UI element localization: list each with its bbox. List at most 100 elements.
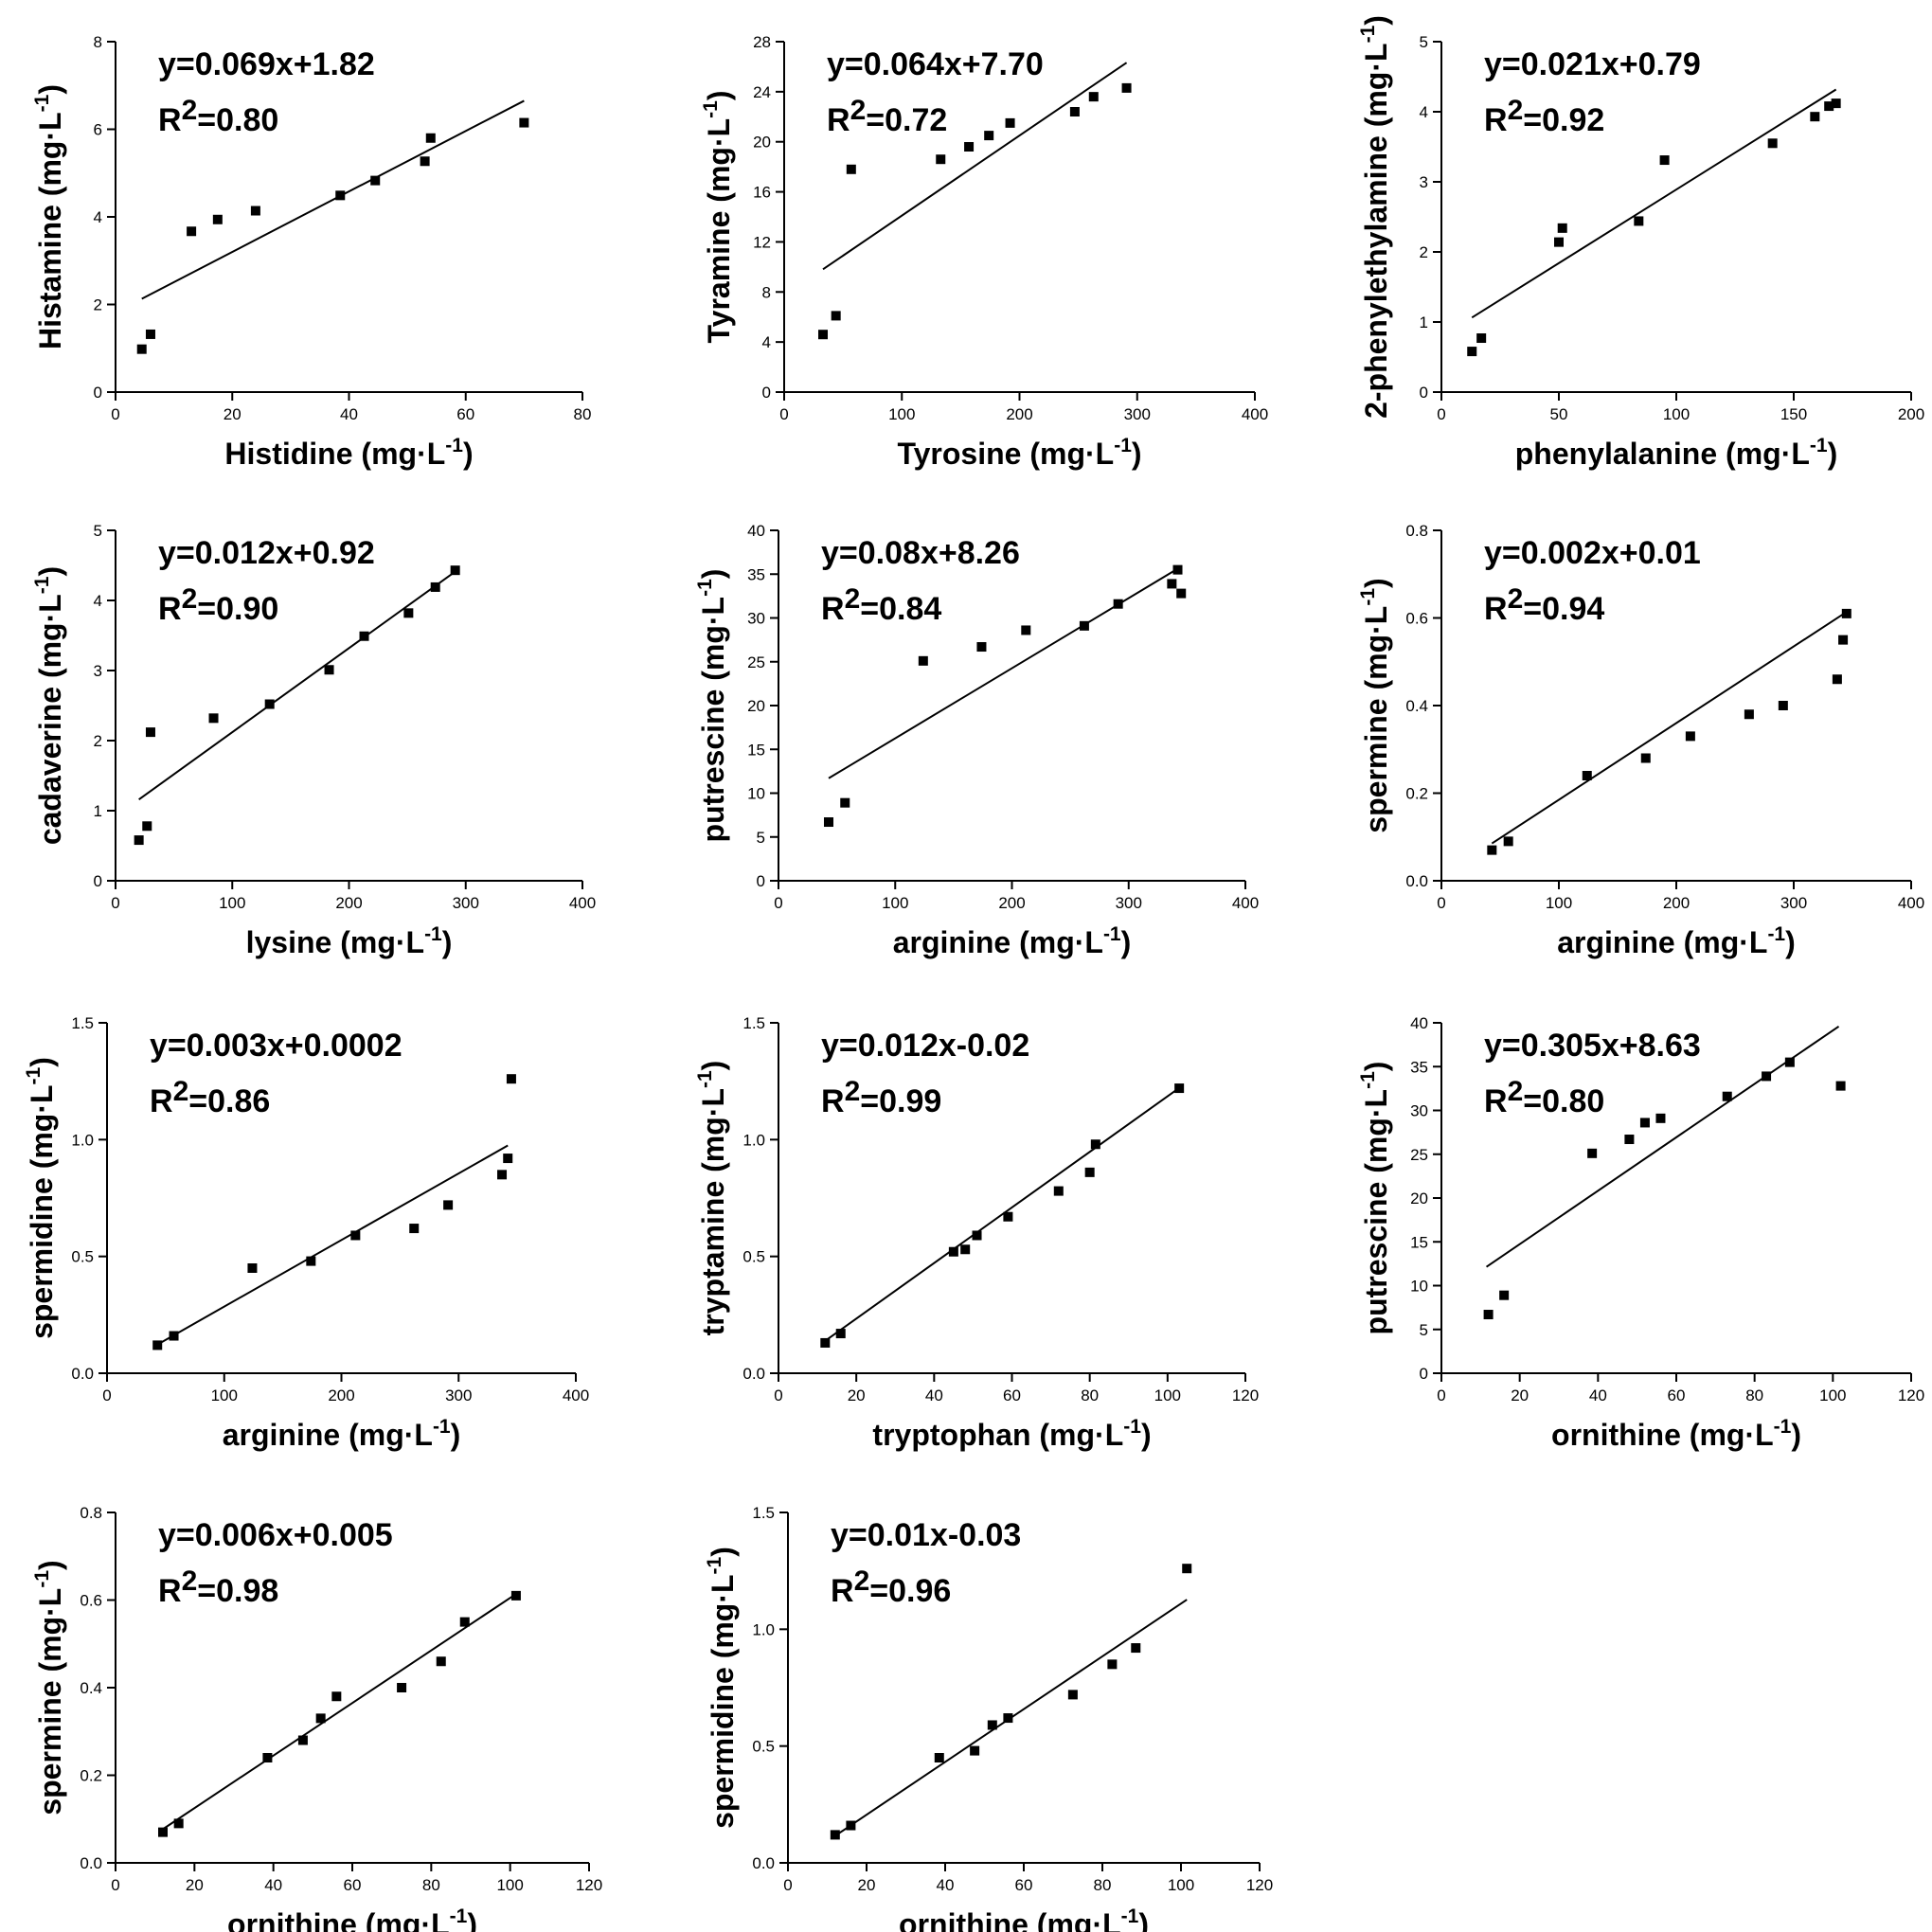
equation-label: y=0.069x+1.82 xyxy=(158,46,375,82)
x-tick-label: 200 xyxy=(1898,405,1924,423)
x-axis-title: ornithine (mg·L-1) xyxy=(899,1905,1149,1932)
data-point xyxy=(1841,608,1852,618)
y-tick-label: 16 xyxy=(753,184,771,202)
chart-panel-7: 0 100 200 300 400 0.0 0.5 1.0 1.5 y=0.003x+0.0002… xyxy=(23,1014,589,1452)
y-tick-label: 40 xyxy=(747,522,765,540)
data-point xyxy=(1778,701,1788,710)
x-axis-title: tryptophan (mg·L-1) xyxy=(872,1416,1151,1452)
data-point xyxy=(987,1720,997,1730)
x-tick-label: 0 xyxy=(111,1876,119,1894)
fit-line xyxy=(138,570,456,800)
data-point xyxy=(142,821,152,832)
x-tick-label: 40 xyxy=(340,405,358,423)
y-tick-label: 5 xyxy=(1420,1321,1428,1339)
y-axis-title: Tyramine (mg·L-1) xyxy=(700,91,736,344)
data-point xyxy=(1832,674,1842,685)
chart-panel-1: 0 20 40 60 80 0 2 4 6 8 y=0.069x+1.82 R2=0.80 Histid… xyxy=(31,33,591,471)
chart-panel-5: 0 100 200 300 400 0 5 10 15 20 25 30 35 40 y=0.08x+8.2… xyxy=(694,522,1259,959)
equation-label: y=0.01x-0.03 xyxy=(831,1517,1021,1553)
data-point xyxy=(262,1753,273,1762)
r-squared-label: R2=0.99 xyxy=(821,1076,941,1119)
data-point xyxy=(503,1154,513,1164)
data-point xyxy=(831,311,841,321)
x-tick-label: 60 xyxy=(1668,1386,1686,1404)
fit-line xyxy=(1471,88,1837,319)
r-squared-label: R2=0.72 xyxy=(827,95,947,138)
y-axis-title: cadaverine (mg·L-1) xyxy=(31,566,67,845)
data-point xyxy=(1655,1113,1666,1123)
x-tick-label: 0 xyxy=(111,894,119,912)
x-tick-label: 200 xyxy=(1006,405,1032,423)
y-tick-label: 0.0 xyxy=(80,1854,102,1872)
equation-label: y=0.012x-0.02 xyxy=(821,1028,1029,1064)
y-tick-label: 1 xyxy=(1420,313,1428,331)
data-point xyxy=(212,214,223,224)
x-tick-label: 60 xyxy=(456,405,474,423)
chart-panel-2: 0 100 200 300 400 0 4 8 12 16 20 24 28 y=0.064x+7.70 R… xyxy=(700,33,1268,471)
data-point xyxy=(948,1246,958,1257)
data-point xyxy=(1121,82,1132,93)
y-tick-label: 40 xyxy=(1410,1014,1428,1032)
data-point xyxy=(436,1656,446,1667)
x-tick-label: 80 xyxy=(1081,1386,1099,1404)
x-tick-label: 0 xyxy=(774,1386,782,1404)
chart-panel-6: 0 100 200 300 400 0.0 0.2 0.4 0.6 0.8 y=0.002x+0.0… xyxy=(1357,522,1924,959)
x-tick-label: 0 xyxy=(1437,1386,1445,1404)
y-tick-label: 0 xyxy=(1420,1365,1428,1383)
y-tick-label: 15 xyxy=(747,741,765,759)
data-point xyxy=(1634,216,1644,226)
data-point xyxy=(331,1691,342,1702)
y-tick-label: 3 xyxy=(94,662,102,680)
data-point xyxy=(264,699,275,709)
y-tick-label: 35 xyxy=(1410,1058,1428,1076)
y-tick-label: 8 xyxy=(762,283,771,301)
x-axis-title: Histidine (mg·L-1) xyxy=(224,435,473,471)
data-point xyxy=(459,1617,470,1627)
y-tick-label: 10 xyxy=(1410,1278,1428,1296)
data-point xyxy=(1744,709,1754,720)
data-point xyxy=(846,164,856,174)
data-point xyxy=(187,226,197,237)
y-tick-label: 2 xyxy=(94,296,102,314)
data-point xyxy=(1069,107,1080,116)
data-point xyxy=(1483,1310,1494,1320)
data-point xyxy=(1167,579,1177,589)
x-tick-label: 120 xyxy=(1232,1386,1259,1404)
y-tick-label: 1.5 xyxy=(752,1504,775,1522)
data-point xyxy=(1784,1057,1795,1067)
x-tick-label: 0 xyxy=(1437,894,1445,912)
data-point xyxy=(506,1074,516,1084)
data-point xyxy=(359,631,369,641)
y-tick-label: 4 xyxy=(94,592,102,610)
x-axis-title: ornithine (mg·L-1) xyxy=(1551,1416,1801,1452)
data-point xyxy=(430,581,440,592)
data-point xyxy=(1005,117,1015,128)
data-point xyxy=(1467,347,1477,357)
x-tick-label: 40 xyxy=(1589,1386,1607,1404)
data-point xyxy=(1487,845,1497,855)
y-tick-label: 20 xyxy=(1410,1190,1428,1208)
x-tick-label: 120 xyxy=(1898,1386,1924,1404)
r-squared-label: R2=0.94 xyxy=(1484,583,1604,627)
data-point xyxy=(136,344,147,354)
fit-line xyxy=(156,1144,509,1346)
fit-line xyxy=(1485,1025,1840,1268)
data-point xyxy=(1131,1643,1141,1654)
data-point xyxy=(1079,620,1089,631)
data-point xyxy=(397,1683,407,1692)
chart-panel-10: 0 20 40 60 80 100 120 0.0 0.2 0.4 0.6 0.8 y=0.006x+0… xyxy=(31,1504,602,1932)
data-point xyxy=(846,1820,856,1831)
r-squared-label: R2=0.98 xyxy=(158,1565,278,1609)
x-tick-label: 150 xyxy=(1780,405,1807,423)
data-point xyxy=(519,117,529,128)
x-tick-label: 400 xyxy=(569,894,596,912)
y-tick-label: 0.0 xyxy=(71,1365,94,1383)
y-tick-label: 1.0 xyxy=(752,1620,775,1638)
y-tick-label: 0 xyxy=(94,872,102,890)
x-axis-title: Tyrosine (mg·L-1) xyxy=(897,435,1141,471)
y-tick-label: 4 xyxy=(762,333,771,351)
data-point xyxy=(169,1331,179,1341)
y-tick-label: 2 xyxy=(94,732,102,750)
y-tick-label: 0.2 xyxy=(1405,785,1428,803)
